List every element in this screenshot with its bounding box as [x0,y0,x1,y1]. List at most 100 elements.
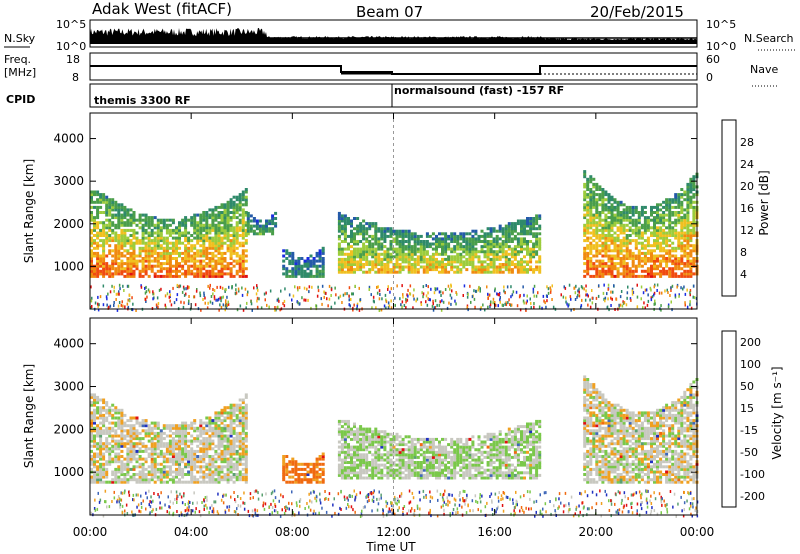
heat-cell [610,272,614,276]
freq-unit-label: [MHz] [4,66,36,79]
heat-cell [334,301,336,305]
heat-cell [628,272,632,276]
heat-cell [619,226,623,230]
heat-cell [315,274,319,278]
heat-cell [183,287,185,291]
heat-cell [168,449,172,453]
heat-cell [350,260,353,264]
heat-cell [483,270,487,274]
heat-cell [497,304,499,308]
heat-cell [99,198,103,202]
heat-cell [680,218,684,222]
heat-cell [601,205,605,209]
heat-cell [494,301,496,304]
heat-cell [619,246,623,250]
heat-cell [616,208,620,212]
heat-cell [404,245,408,249]
heat-cell [102,269,106,273]
heat-cell [427,291,429,295]
heat-cell [99,437,103,441]
heat-cell [686,254,690,258]
heat-cell [677,195,681,199]
heat-cell [91,305,93,308]
heat-cell [99,221,103,225]
heat-cell [211,257,215,260]
heat-cell [144,421,148,425]
heat-cell [221,286,224,290]
heat-cell [271,227,275,231]
heat-cell [658,291,661,295]
heat-cell [327,304,329,308]
heat-cell [495,234,499,238]
heat-cell [398,245,402,249]
heat-cell [462,247,466,251]
heat-cell [102,228,106,232]
heat-cell [586,251,590,255]
heat-cell [471,270,475,274]
heat-cell [538,237,542,241]
heat-cell [347,252,350,256]
heat-cell [199,223,203,227]
heat-cell [392,247,396,251]
heat-cell [486,232,490,236]
heat-cell [510,227,514,231]
heat-cell [309,478,313,482]
heat-cell [282,249,286,253]
heat-cell [535,268,539,272]
heat-cell [646,251,650,255]
heat-cell [196,221,200,225]
heat-cell [474,265,478,269]
heat-cell [340,270,344,274]
heat-cell [583,249,587,253]
heat-cell [507,237,511,241]
heat-cell [235,460,239,464]
heat-cell [194,303,197,307]
heat-cell [132,249,136,253]
heat-cell [374,237,378,241]
heat-cell [510,285,512,289]
heat-cell [307,298,309,302]
heat-cell [169,293,171,297]
heat-cell [187,264,191,268]
heat-cell [619,211,623,214]
heat-cell [159,455,163,458]
heat-cell [646,274,650,278]
heat-cell [226,449,230,453]
heat-cell [232,228,236,232]
heat-cell [184,447,188,451]
heat-cell [374,242,378,246]
heat-cell [665,208,669,212]
heat-cell [108,442,112,446]
heat-cell [217,251,221,255]
heat-cell [175,452,178,456]
heat-cell [168,272,172,276]
heat-cell [303,475,307,479]
heat-cell [204,296,206,300]
heat-cell [284,287,286,291]
heat-cell [337,252,341,256]
heat-cell [258,224,262,228]
heat-cell [529,257,533,261]
heat-cell [153,251,157,255]
heat-cell [205,475,209,479]
heat-cell [604,246,608,250]
heat-cell [398,240,402,243]
heat-cell [626,291,629,295]
heat-cell [246,293,249,297]
heat-cell [625,303,628,307]
heat-cell [435,247,438,251]
heat-cell [659,249,663,253]
heat-cell [165,259,169,263]
heat-cell [371,306,373,310]
heat-cell [120,254,124,258]
heat-cell [99,413,103,417]
heat-cell [348,294,350,298]
heat-cell [258,232,262,236]
heat-cell [668,249,672,253]
heat-cell [507,240,511,243]
heat-cell [184,444,188,448]
heat-cell [377,227,381,231]
heat-cell [526,247,529,251]
heat-cell [96,205,100,209]
heat-cell [211,462,215,466]
